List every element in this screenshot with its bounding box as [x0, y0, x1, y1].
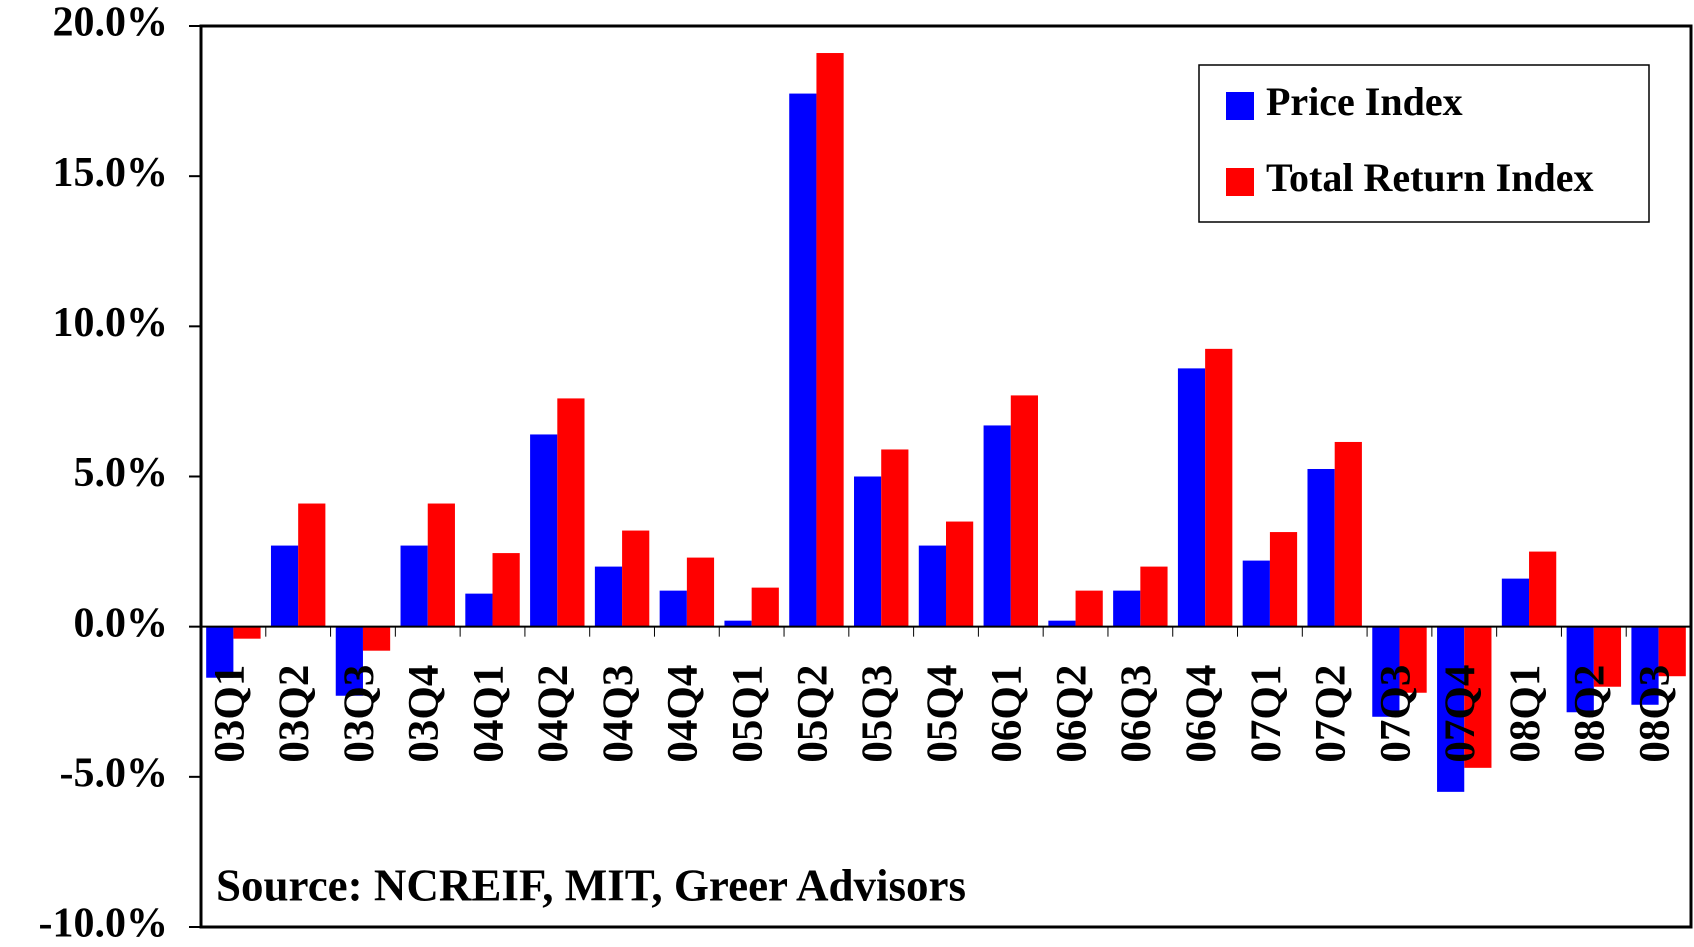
- legend-swatch: [1226, 168, 1254, 196]
- bar: [881, 449, 909, 627]
- bar: [1529, 551, 1557, 627]
- y-tick-label: -5.0%: [60, 750, 169, 796]
- y-tick-label: 0.0%: [74, 600, 169, 646]
- x-tick-label: 03Q4: [401, 665, 448, 763]
- bar: [233, 626, 261, 639]
- x-tick-label: 07Q3: [1372, 665, 1419, 763]
- bar: [1334, 441, 1362, 627]
- x-tick-label: 04Q3: [595, 665, 642, 763]
- bar: [983, 425, 1011, 627]
- bar: [1269, 532, 1298, 627]
- bar: [1464, 626, 1492, 768]
- bar: [1631, 626, 1659, 705]
- bar: [400, 545, 428, 627]
- bar: [724, 620, 752, 627]
- source-annotation: Source: NCREIF, MIT, Greer Advisors: [216, 860, 966, 910]
- legend-box: [1198, 64, 1650, 223]
- bar: [816, 53, 844, 627]
- x-tick-label: 03Q2: [271, 665, 318, 763]
- bar: [659, 590, 687, 627]
- bar: [1113, 590, 1141, 627]
- bar: [557, 398, 585, 627]
- bar: [1372, 626, 1400, 717]
- bar: [789, 93, 817, 627]
- bar: [594, 566, 623, 627]
- bar: [854, 476, 882, 627]
- x-tick-label: 07Q2: [1308, 665, 1355, 763]
- plot-frame: [199, 24, 1693, 929]
- bar: [298, 503, 326, 627]
- x-tick-label: 06Q2: [1048, 665, 1095, 763]
- bar: [1048, 620, 1076, 627]
- y-tick-label: 5.0%: [74, 450, 169, 496]
- bar: [918, 545, 946, 627]
- bar: [1307, 468, 1335, 627]
- x-tick-label: 03Q3: [336, 665, 383, 763]
- bar: [1010, 395, 1038, 627]
- bar: [946, 521, 974, 627]
- bar: [427, 503, 455, 627]
- bar: [1566, 626, 1594, 713]
- y-tick-label: -10.0%: [39, 901, 169, 947]
- bar: [335, 626, 363, 696]
- bar: [1501, 578, 1530, 627]
- bar: [1593, 626, 1622, 687]
- x-tick-label: 06Q1: [984, 665, 1031, 763]
- legend-label: Price Index: [1266, 79, 1463, 124]
- bar: [206, 626, 234, 678]
- x-tick-label: 05Q4: [919, 665, 966, 763]
- x-tick-label: 08Q2: [1567, 665, 1614, 763]
- y-tick-label: 10.0%: [53, 300, 169, 346]
- x-tick-label: 04Q2: [530, 665, 577, 763]
- y-tick-label: 20.0%: [53, 0, 169, 46]
- bar: [1658, 626, 1686, 677]
- legend-label: Total Return Index: [1266, 155, 1593, 200]
- x-tick-label: 08Q1: [1502, 665, 1549, 763]
- bar: [1205, 348, 1233, 627]
- x-tick-label: 07Q4: [1437, 665, 1484, 763]
- bar: [1399, 626, 1427, 693]
- x-tick-label: 05Q1: [725, 665, 772, 763]
- bar: [1177, 368, 1206, 627]
- x-tick-label: 06Q3: [1113, 665, 1160, 763]
- bar: [1075, 590, 1103, 627]
- x-tick-label: 05Q3: [854, 665, 901, 763]
- bar: [1437, 626, 1465, 792]
- x-tick-label: 04Q1: [465, 665, 512, 763]
- bar: [270, 545, 299, 627]
- x-tick-label: 04Q4: [660, 665, 707, 763]
- bar: [465, 593, 493, 627]
- x-tick-label: 07Q1: [1243, 665, 1290, 763]
- bar: [362, 626, 391, 651]
- x-tick-label: 05Q2: [789, 665, 836, 763]
- bar: [492, 553, 520, 627]
- bar: [751, 587, 779, 627]
- bar: [622, 530, 650, 627]
- x-tick-label: 03Q1: [206, 665, 253, 763]
- legend-swatch: [1226, 92, 1254, 120]
- bar: [1140, 566, 1168, 627]
- y-tick-label: 15.0%: [53, 150, 169, 196]
- x-tick-label: 06Q4: [1178, 665, 1225, 763]
- x-tick-label: 08Q3: [1631, 665, 1678, 763]
- bar: [1242, 560, 1270, 627]
- bar: [530, 434, 558, 627]
- bar: [686, 557, 715, 627]
